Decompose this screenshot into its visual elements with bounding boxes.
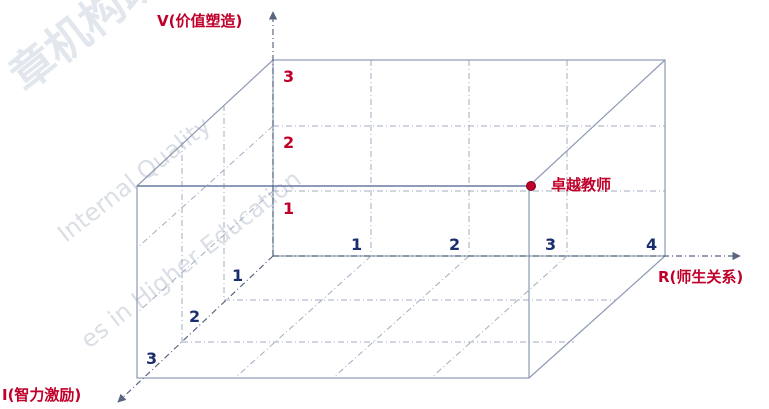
front-face xyxy=(136,185,530,379)
v-tick-2: 2 xyxy=(283,133,294,152)
watermark: 章机构助 Internal Quality es in Higher Educa… xyxy=(0,0,306,354)
r-tick-3: 3 xyxy=(545,235,556,254)
r-tick-2: 2 xyxy=(449,235,460,254)
watermark-cn: 章机构助 xyxy=(0,0,170,101)
box-edges xyxy=(136,59,666,379)
v-tick-3: 3 xyxy=(283,67,294,86)
r-axis-title: R(师生关系) xyxy=(658,268,743,286)
i-axis-line xyxy=(117,255,274,403)
grid-lines xyxy=(136,60,665,379)
watermark-line1: Internal Quality xyxy=(52,111,216,248)
axes xyxy=(117,11,741,403)
i-tick-2: 2 xyxy=(189,307,200,326)
i-tick-1: 1 xyxy=(232,266,243,285)
r-tick-4: 4 xyxy=(646,235,657,254)
v-axis-title: V(价值塑造) xyxy=(157,12,242,30)
v-tick-1: 1 xyxy=(283,199,294,218)
r-tick-1: 1 xyxy=(351,235,362,254)
point-label: 卓越教师 xyxy=(551,176,611,194)
i-axis-title: I(智力激励) xyxy=(2,386,81,404)
point-marker xyxy=(526,181,536,191)
i-tick-3: 3 xyxy=(146,349,157,368)
